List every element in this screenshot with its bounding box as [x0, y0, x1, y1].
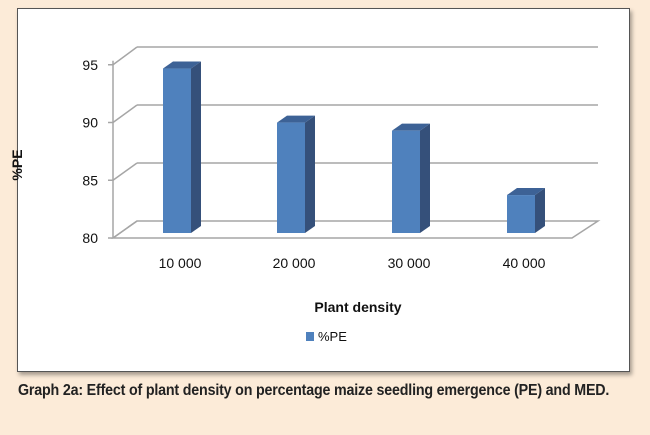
bar	[392, 130, 420, 233]
x-tick-label: 40 000	[503, 255, 546, 271]
bar-top	[277, 115, 315, 123]
bar-side	[191, 61, 201, 233]
y-tick-label: 80	[82, 230, 98, 246]
gridline-depth	[112, 46, 138, 66]
gridline-depth	[112, 162, 138, 181]
bar-side	[420, 123, 430, 233]
x-tick-label: 20 000	[273, 255, 316, 271]
bar-top	[507, 188, 545, 196]
legend-swatch	[306, 332, 314, 341]
bar-top	[163, 61, 201, 69]
gridlines	[108, 46, 601, 239]
y-tick-label: 85	[82, 172, 98, 188]
bar	[507, 195, 535, 233]
gridline-depth	[112, 104, 138, 124]
y-axis-title: %PE	[9, 149, 25, 180]
x-tick-label: 30 000	[388, 255, 431, 271]
bar-side	[535, 188, 545, 233]
bar	[277, 122, 305, 233]
bar-top	[392, 123, 430, 131]
gridline-depth	[112, 220, 138, 239]
bar	[163, 68, 191, 233]
bar-side	[305, 115, 315, 233]
x-tick-label: 10 000	[159, 255, 202, 271]
y-tick-label: 95	[82, 57, 98, 73]
legend-label: %PE	[318, 329, 347, 344]
figure-caption: Graph 2a: Effect of plant density on per…	[18, 382, 610, 399]
y-tick-label: 90	[82, 115, 98, 131]
bars	[163, 61, 545, 233]
x-axis-title: Plant density	[314, 299, 401, 315]
